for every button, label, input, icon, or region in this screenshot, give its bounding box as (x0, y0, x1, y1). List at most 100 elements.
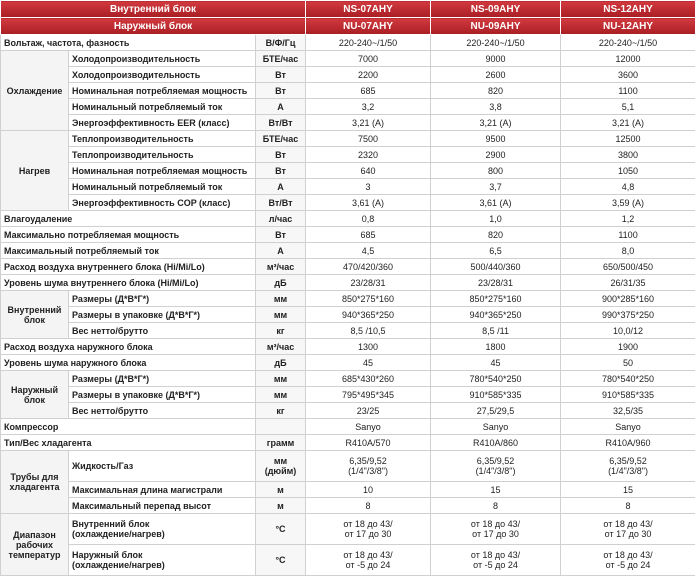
row-label: Вольтаж, частота, фазность (0, 34, 256, 51)
value-text: 3,61 (A) (479, 197, 512, 208)
unit-cell: грамм (254, 434, 307, 451)
value-text: 910*585*335 (469, 389, 522, 400)
spec-row: Расход воздуха внутреннего блока (Hi/Mi/… (0, 258, 695, 275)
row-label: Энергоэффективность EER (класс) (68, 114, 256, 131)
unit-cell: дБ (254, 354, 307, 371)
unit-cell: БТЕ/час (254, 50, 307, 67)
group-label-text: Диапазон рабочих температур (8, 529, 61, 560)
spec-row: Номинальная потребляемая мощность Вт 685 82… (1, 82, 695, 99)
spec-row: Нагрев Теплопроизводительность БТЕ/час 7500… (0, 130, 695, 211)
value-cell: 900*285*160 (560, 290, 695, 307)
unit-cell: м (254, 497, 307, 514)
unit-cell: мм (254, 306, 307, 323)
value-cell: 23/28/31 (430, 274, 562, 291)
row-label-text: Максимальный потребляемый ток (4, 245, 159, 256)
group-label: Диапазон рабочих температур (0, 513, 69, 576)
value-cell: 1900 (560, 338, 695, 355)
value-text: 6,35/9,52 (609, 456, 647, 466)
model-cell: NS-07AHY (305, 0, 432, 18)
header-label: Наружный блок (0, 17, 307, 35)
spec-row: Внутренний блок Размеры (Д*В*Г*) мм 850*275… (0, 290, 695, 339)
unit-text: Вт (275, 229, 286, 240)
value-text: 220-240~/1/50 (598, 37, 658, 48)
unit-text: м (277, 484, 284, 495)
header-label-text: Наружный блок (113, 20, 193, 32)
unit-cell: Вт (254, 162, 307, 179)
unit-text: кг (276, 325, 285, 336)
row-label: Вес нетто/брутто (68, 402, 256, 419)
value-text: от -5 до 24 (605, 560, 651, 570)
value-text: 685 (360, 229, 376, 240)
value-text: 1900 (618, 341, 639, 352)
value-cell: 1,2 (560, 210, 695, 227)
row-label-text: Влагоудаление (4, 213, 73, 224)
row-label: Номинальный потребляемый ток (68, 98, 256, 115)
unit-text: м³/час (266, 341, 295, 352)
value-text: 45 (363, 357, 374, 368)
row-label: Жидкость/Газ (68, 450, 256, 482)
value-text: R410A/960 (605, 437, 651, 448)
value-text: 10 (363, 484, 374, 495)
value-cell: 4,5 (305, 242, 432, 259)
unit-cell: А (254, 178, 307, 195)
value-text: 6,35/9,52 (476, 456, 515, 466)
value-text: от 18 до 43/ (470, 550, 521, 560)
model-name: NU-09AHY (470, 20, 521, 32)
row-label-text: Уровень шума внутреннего блока (Hi/Mi/Lo… (4, 277, 199, 288)
value-cell: 8 (560, 497, 695, 514)
unit-cell: °C (254, 513, 307, 545)
row-label: Номинальный потребляемый ток (68, 178, 256, 195)
value-cell: 1800 (430, 338, 562, 355)
value-text: 4,8 (621, 181, 635, 192)
unit-text: °C (275, 555, 286, 565)
unit-cell: мм (дюйм) (254, 450, 307, 482)
row-label-text: Вольтаж, частота, фазность (4, 37, 130, 48)
value-cell: 5,1 (560, 98, 695, 115)
value-cell: 23/25 (305, 402, 432, 419)
value-cell: 2600 (430, 66, 562, 83)
value-cell: 820 (430, 82, 562, 99)
value-text: 1100 (618, 85, 638, 96)
value-text: (1/4"/3/8") (348, 466, 388, 476)
value-text: 685 (360, 85, 376, 96)
spec-row: Максимально потребляемая мощность Вт 685 82… (0, 226, 695, 243)
value-cell: от 18 до 43/от -5 до 24 (560, 544, 695, 576)
unit-cell: м³/час (254, 258, 307, 275)
value-text: 2200 (358, 69, 379, 80)
value-cell: 8,5 /10,5 (305, 322, 432, 339)
unit-text: Вт (275, 69, 286, 80)
row-label-text: Расход воздуха наружного блока (4, 341, 153, 352)
row-label-text: Вес нетто/брутто (72, 325, 149, 336)
row-label-text: Теплопроизводительность (72, 149, 194, 160)
row-label-text: Тип/Вес хладагента (4, 437, 92, 448)
value-text: (1/4"/3/8") (608, 466, 648, 476)
row-label: Максимально потребляемая мощность (0, 226, 256, 243)
value-cell: 850*275*160 (305, 290, 432, 307)
model-name: NS-07AHY (343, 3, 393, 15)
spec-row: Номинальная потребляемая мощность Вт 640 80… (1, 162, 695, 179)
value-cell: 1100 (560, 82, 695, 99)
value-text: 6,5 (489, 245, 502, 256)
value-cell: от 18 до 43/от -5 до 24 (305, 544, 432, 576)
value-cell: 3,21 (A) (560, 114, 695, 131)
spec-row: Энергоэффективность COP (класс) Вт/Вт 3,61… (1, 194, 695, 211)
spec-row: Влагоудаление л/час 0,8 1,0 1,2 (0, 210, 695, 227)
value-text: от 18 до 43/ (343, 550, 393, 560)
row-label: Номинальная потребляемая мощность (68, 162, 256, 179)
value-cell: 780*540*250 (560, 370, 695, 387)
value-text: 990*375*250 (602, 309, 655, 320)
row-label: Уровень шума наружного блока (0, 354, 256, 371)
value-text: 220-240~/1/50 (338, 37, 398, 48)
value-cell: 500/440/360 (430, 258, 562, 275)
group-label-text: Трубы для хладагента (9, 472, 60, 492)
unit-cell: м³/час (254, 338, 307, 355)
row-label: Тип/Вес хладагента (0, 434, 256, 451)
value-text: 9000 (485, 53, 506, 64)
header-label-text: Внутренний блок (110, 3, 196, 15)
value-text: 50 (623, 357, 634, 368)
value-cell: 220-240~/1/50 (430, 34, 562, 51)
unit-cell: В/Ф/Гц (254, 34, 307, 51)
spec-row: Номинальный потребляемый ток А 3 3,7 4,8 (1, 178, 695, 195)
group-label: Наружный блок (0, 370, 69, 419)
